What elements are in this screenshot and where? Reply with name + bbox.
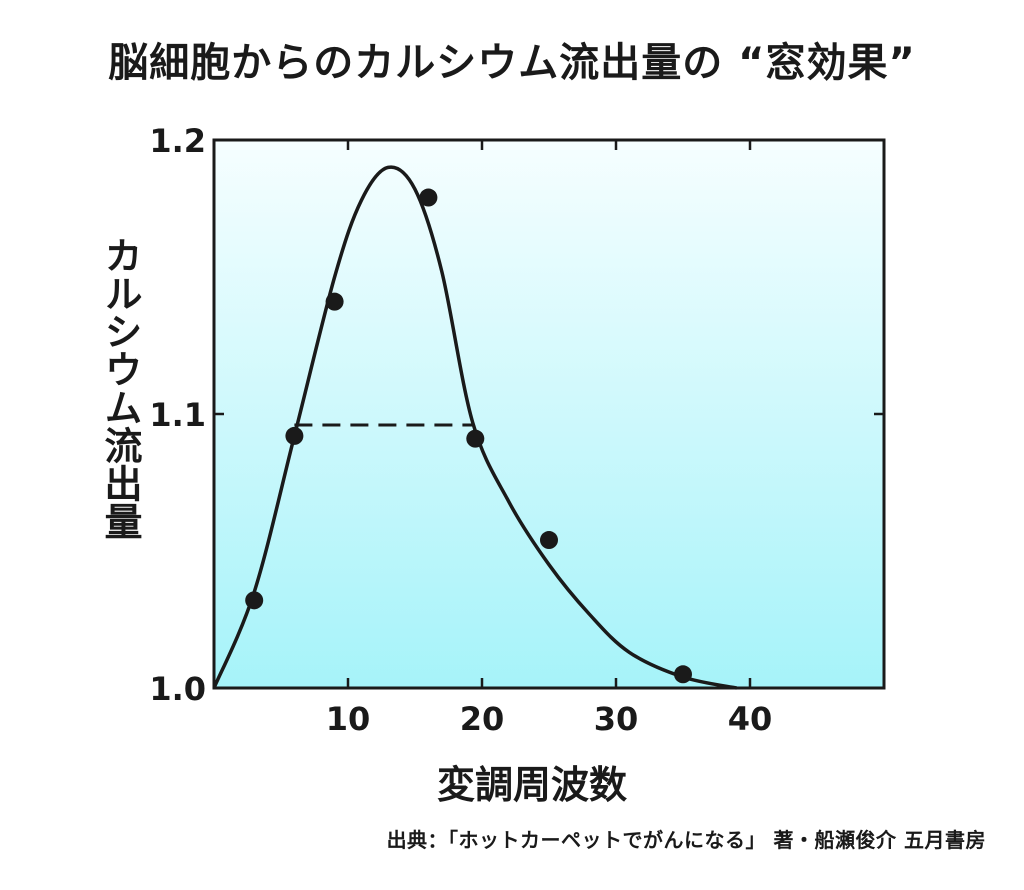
- data-point: [245, 591, 264, 610]
- x-tick-label: 30: [594, 700, 639, 738]
- plot-frame: [212, 138, 886, 690]
- plot-area: [214, 140, 884, 688]
- y-tick-label: 1.0: [149, 670, 206, 708]
- data-point: [325, 292, 344, 311]
- x-tick-label: 40: [728, 700, 773, 738]
- x-tick-label: 10: [326, 700, 371, 738]
- x-tick-label: 20: [460, 700, 505, 738]
- chart-title: 脳細胞からのカルシウム流出量の “窓効果”: [108, 40, 916, 86]
- y-tick-label: 1.1: [149, 396, 206, 434]
- y-tick-label: 1.2: [149, 122, 206, 160]
- x-axis-label: 変調周波数: [436, 763, 627, 807]
- y-axis-label: カルシウム流出量: [98, 236, 142, 540]
- data-point: [466, 429, 485, 448]
- data-point: [419, 188, 438, 207]
- data-point: [674, 665, 692, 684]
- source-credit: 出典：「ホットカーペットでがんになる」 著・船瀬俊介 五月書房: [386, 828, 986, 852]
- data-point: [540, 531, 558, 550]
- data-point: [285, 426, 304, 445]
